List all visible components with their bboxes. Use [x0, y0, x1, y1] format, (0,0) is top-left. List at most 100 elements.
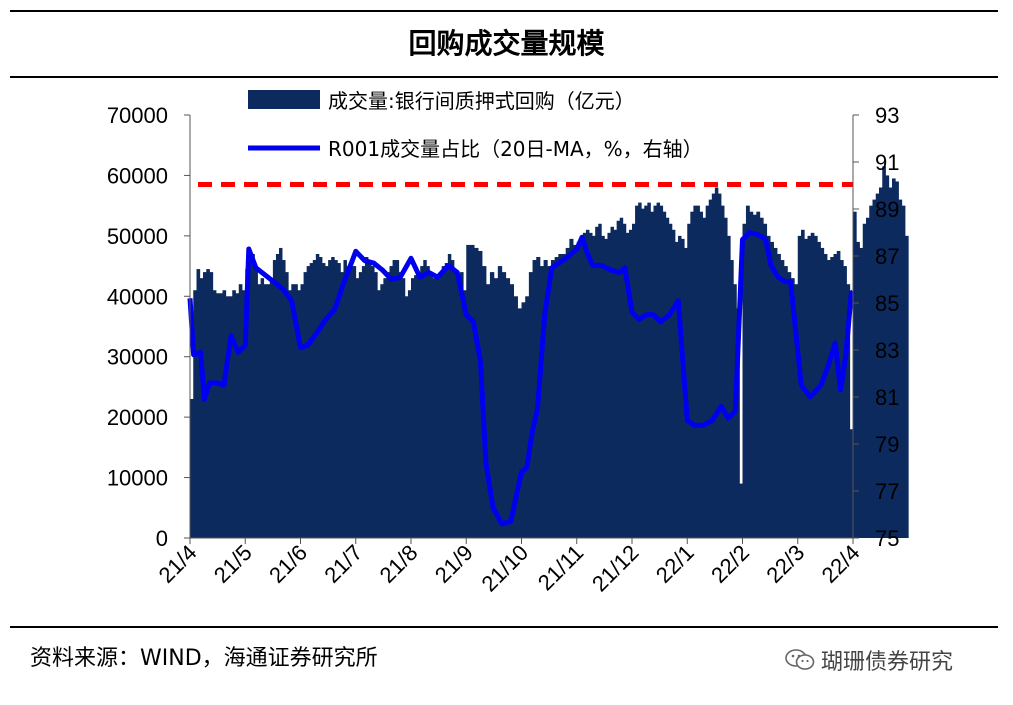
bar	[346, 266, 351, 538]
x-tick-label: 22/4	[817, 540, 865, 588]
bar	[622, 223, 627, 538]
chart-area: 0 10000 20000 30000 40000 50000 60000 70000 75 77…	[107, 89, 909, 597]
bar	[528, 272, 533, 538]
bar	[650, 211, 654, 538]
x-tick-label: 21/10	[476, 540, 533, 597]
bar	[814, 235, 818, 539]
bar	[282, 260, 286, 538]
bar	[562, 253, 567, 539]
wechat-icon	[785, 649, 815, 670]
bar	[690, 211, 694, 538]
bar	[352, 266, 357, 538]
legend-label-line: R001成交量占比（20日-MA，%，右轴）	[328, 137, 703, 161]
bar	[875, 193, 880, 538]
bar	[411, 278, 415, 538]
bar	[749, 211, 754, 538]
bar	[610, 226, 614, 539]
bar	[573, 244, 578, 539]
bar	[687, 223, 691, 538]
bar	[569, 238, 574, 538]
bar	[275, 253, 280, 539]
bar	[619, 217, 624, 539]
bar	[266, 284, 271, 538]
bar	[827, 260, 831, 538]
x-tick-label: 21/7	[319, 540, 367, 588]
bar	[321, 263, 326, 538]
bar	[429, 272, 433, 538]
watermark: 瑚珊债券研究	[785, 644, 953, 676]
bar	[693, 205, 697, 538]
bar	[485, 284, 491, 538]
bar	[386, 272, 390, 538]
left-tick-label: 10000	[107, 466, 168, 491]
bar	[525, 296, 530, 538]
left-tick-label: 30000	[107, 345, 168, 370]
source-note: 资料来源：WIND，海通证券研究所	[30, 646, 378, 671]
bar	[783, 266, 788, 538]
bar	[269, 278, 274, 538]
left-tick-label: 70000	[107, 103, 168, 128]
bar	[888, 187, 893, 538]
bar	[297, 290, 301, 538]
bar	[371, 266, 375, 538]
left-tick-label: 20000	[107, 405, 168, 430]
x-tick-label: 21/5	[209, 540, 257, 588]
x-tick-label: 21/11	[533, 540, 588, 595]
bar	[303, 272, 308, 538]
bar	[616, 220, 621, 538]
bar	[225, 296, 230, 538]
bar	[407, 290, 412, 538]
right-tick-label: 85	[875, 291, 899, 316]
bar	[644, 205, 648, 538]
bar	[331, 257, 335, 538]
bar	[742, 223, 747, 538]
x-tick-label: 22/3	[761, 540, 809, 588]
bar	[438, 272, 443, 538]
bar	[607, 232, 611, 538]
chart-title: 回购成交量规模	[408, 27, 605, 60]
bar	[450, 260, 455, 538]
bar	[558, 253, 563, 539]
bar	[595, 226, 599, 539]
bar	[613, 229, 618, 538]
right-tick-label: 83	[875, 338, 899, 363]
bar	[846, 284, 851, 538]
title-rule	[10, 76, 998, 78]
right-tick-label: 81	[875, 385, 899, 410]
bar	[752, 214, 757, 538]
bar	[306, 266, 311, 538]
bar	[260, 278, 265, 538]
legend: 成交量:银行间质押式回购（亿元） R001成交量占比（20日-MA，%，右轴）	[248, 89, 703, 161]
bar	[285, 272, 289, 538]
bar	[380, 284, 384, 538]
bar	[780, 260, 785, 538]
bar	[869, 205, 873, 538]
bar	[229, 296, 233, 538]
bar	[807, 235, 812, 539]
right-tick-label: 91	[875, 150, 899, 175]
bar	[263, 284, 268, 538]
bar	[398, 272, 403, 538]
bar	[787, 272, 792, 538]
bar	[901, 205, 906, 538]
bar	[193, 290, 197, 538]
bar	[417, 272, 421, 538]
bar	[377, 290, 381, 538]
bar	[547, 266, 552, 538]
bar	[470, 244, 475, 539]
bar	[294, 284, 298, 538]
right-tick-label: 75	[875, 526, 899, 551]
bar	[656, 202, 661, 538]
bar	[736, 308, 740, 538]
bar	[272, 260, 277, 538]
bar	[705, 205, 710, 538]
bar	[830, 257, 834, 538]
bar	[288, 290, 292, 538]
left-tick-label: 0	[156, 526, 168, 551]
bar	[777, 253, 781, 539]
bar	[773, 247, 778, 538]
bar	[196, 269, 201, 538]
x-tick-label: 22/2	[706, 540, 754, 588]
bar	[641, 208, 645, 538]
bar	[203, 272, 207, 538]
